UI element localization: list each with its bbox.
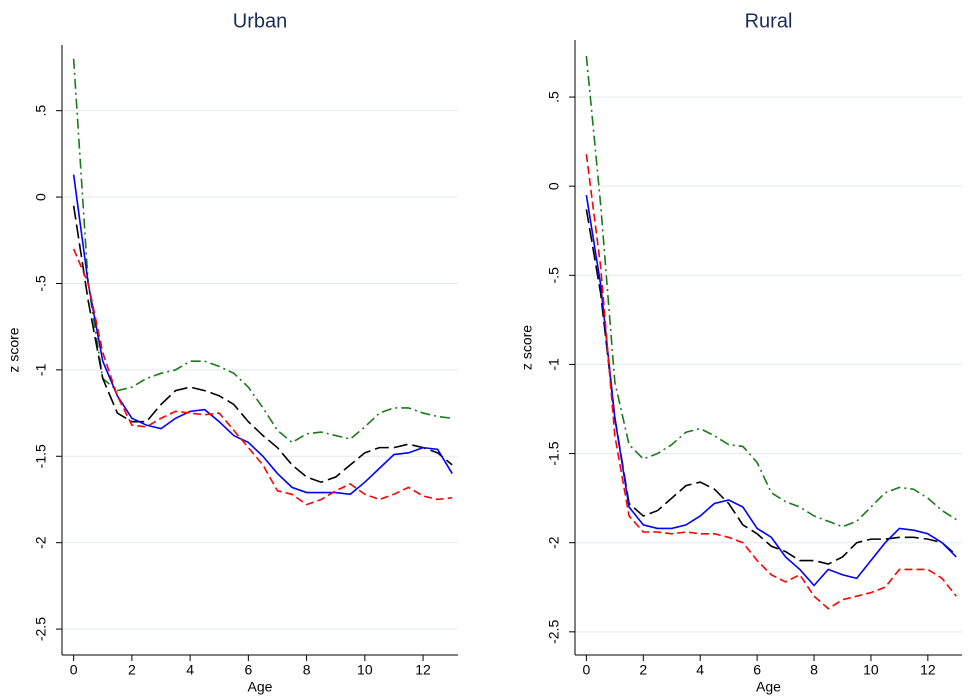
y-tick-label: -.5 (33, 275, 49, 292)
x-tick-label: 6 (244, 662, 252, 678)
x-tick-label: 4 (186, 662, 194, 678)
series-line (585, 153, 957, 610)
x-tick-label: 2 (128, 662, 136, 678)
series-line (72, 248, 453, 506)
y-tick-label: -1 (33, 363, 49, 376)
x-tick-label: 10 (863, 662, 879, 678)
x-tick-label: 6 (753, 662, 761, 678)
y-axis-label: z score (6, 327, 22, 372)
x-tick-label: 2 (639, 662, 647, 678)
x-tick-label: 12 (415, 662, 431, 678)
y-tick-label: -2.5 (546, 620, 562, 644)
series-line (585, 194, 957, 587)
y-tick-label: -2.5 (33, 617, 49, 641)
x-axis-label: Age (248, 679, 273, 695)
x-tick-label: 8 (810, 662, 818, 678)
y-tick-label: -1.5 (546, 441, 562, 465)
x-tick-label: 0 (70, 662, 78, 678)
series-line (72, 205, 453, 484)
series-line (585, 55, 957, 528)
x-tick-label: 0 (582, 662, 590, 678)
y-tick-label: -2 (33, 536, 49, 549)
x-axis-label: Age (756, 679, 781, 695)
x-tick-label: 4 (696, 662, 704, 678)
chart-title: Rural (745, 10, 793, 32)
y-tick-label: -1.5 (33, 444, 49, 468)
x-tick-label: 10 (357, 662, 373, 678)
x-tick-label: 12 (920, 662, 936, 678)
y-tick-label: 0 (546, 182, 562, 190)
chart-title: Urban (233, 10, 287, 32)
y-tick-label: -.5 (546, 267, 562, 284)
series-line (72, 174, 453, 496)
series-line (72, 58, 453, 444)
x-tick-label: 8 (303, 662, 311, 678)
y-tick-label: .5 (33, 105, 49, 117)
y-tick-label: -1 (546, 358, 562, 371)
y-tick-label: -2 (546, 536, 562, 549)
y-tick-label: 0 (33, 193, 49, 201)
y-axis-label: z score (519, 325, 535, 370)
series-line (585, 209, 957, 565)
y-tick-label: .5 (546, 91, 562, 103)
